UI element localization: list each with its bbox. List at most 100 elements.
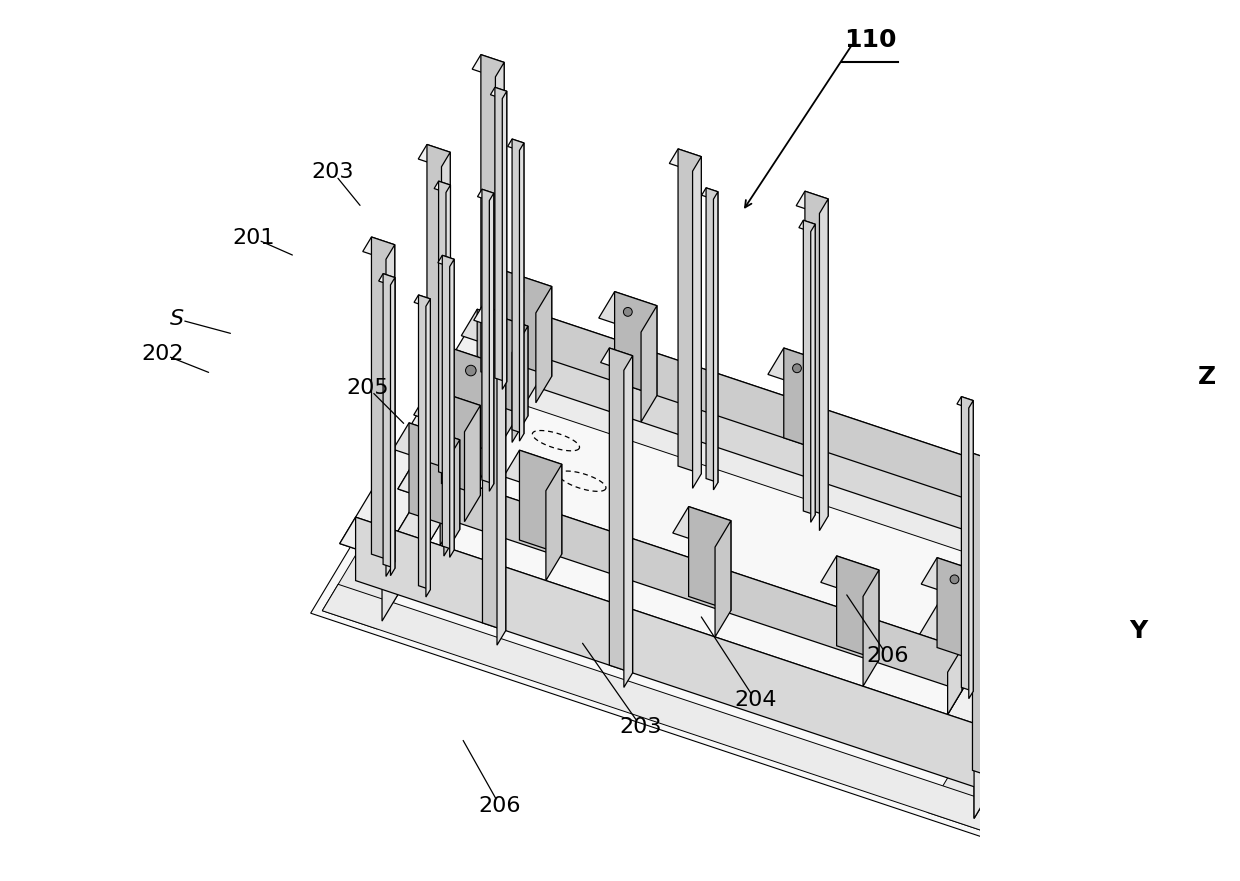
Polygon shape	[322, 357, 529, 629]
Polygon shape	[600, 348, 632, 370]
Polygon shape	[340, 517, 990, 755]
Polygon shape	[1097, 276, 1107, 608]
Polygon shape	[688, 507, 730, 611]
Polygon shape	[609, 348, 632, 673]
Polygon shape	[443, 255, 454, 550]
Text: 206: 206	[479, 796, 521, 816]
Polygon shape	[481, 55, 505, 380]
Polygon shape	[429, 389, 480, 495]
Polygon shape	[425, 299, 430, 597]
Polygon shape	[412, 465, 962, 691]
Text: 201: 201	[232, 228, 274, 248]
Polygon shape	[418, 144, 450, 167]
Polygon shape	[372, 237, 394, 562]
Polygon shape	[947, 648, 962, 714]
Polygon shape	[503, 450, 562, 491]
Polygon shape	[977, 465, 1043, 508]
Text: 110: 110	[844, 27, 897, 52]
Text: S: S	[170, 309, 184, 329]
Polygon shape	[810, 362, 826, 478]
Polygon shape	[414, 295, 430, 307]
Text: 205: 205	[347, 378, 389, 397]
Polygon shape	[1024, 308, 1029, 606]
Polygon shape	[461, 309, 528, 352]
Polygon shape	[311, 349, 1146, 839]
Circle shape	[422, 440, 432, 450]
Circle shape	[950, 575, 959, 584]
Polygon shape	[702, 188, 718, 199]
Polygon shape	[768, 348, 826, 389]
Polygon shape	[931, 503, 1117, 755]
Polygon shape	[937, 558, 988, 664]
Polygon shape	[1075, 268, 1107, 291]
Polygon shape	[811, 224, 815, 522]
Polygon shape	[466, 306, 1117, 544]
Polygon shape	[322, 584, 998, 831]
Polygon shape	[947, 487, 1059, 714]
Polygon shape	[465, 405, 480, 522]
Polygon shape	[1019, 360, 1052, 383]
Polygon shape	[477, 189, 494, 201]
Polygon shape	[987, 574, 1146, 860]
Polygon shape	[1075, 503, 1117, 581]
Polygon shape	[419, 295, 430, 589]
Polygon shape	[796, 191, 828, 213]
Polygon shape	[1028, 482, 1043, 598]
Polygon shape	[992, 465, 1043, 572]
Polygon shape	[520, 143, 525, 441]
Polygon shape	[434, 181, 450, 192]
Circle shape	[1006, 483, 1014, 492]
Polygon shape	[482, 306, 506, 631]
Polygon shape	[905, 473, 1059, 672]
Polygon shape	[599, 292, 657, 332]
Text: Z: Z	[1198, 365, 1215, 389]
Polygon shape	[821, 556, 879, 596]
Polygon shape	[928, 559, 1135, 831]
Polygon shape	[863, 570, 879, 686]
Polygon shape	[490, 193, 494, 492]
Polygon shape	[693, 157, 702, 488]
Polygon shape	[474, 306, 506, 328]
Polygon shape	[441, 152, 450, 484]
Polygon shape	[837, 556, 879, 660]
Polygon shape	[363, 237, 394, 259]
Polygon shape	[378, 274, 394, 285]
Polygon shape	[1012, 304, 1029, 315]
Polygon shape	[438, 255, 454, 267]
Polygon shape	[1044, 487, 1059, 553]
Polygon shape	[1084, 268, 1107, 593]
Polygon shape	[975, 517, 1117, 818]
Circle shape	[513, 286, 523, 297]
Polygon shape	[546, 464, 562, 581]
Polygon shape	[673, 507, 730, 547]
Polygon shape	[502, 92, 507, 389]
Polygon shape	[427, 144, 450, 470]
Polygon shape	[482, 306, 1117, 581]
Polygon shape	[482, 306, 525, 383]
Polygon shape	[477, 309, 528, 416]
Polygon shape	[961, 396, 973, 692]
Polygon shape	[820, 199, 828, 530]
Polygon shape	[713, 192, 718, 490]
Polygon shape	[987, 461, 996, 793]
Polygon shape	[508, 304, 552, 360]
Polygon shape	[340, 306, 525, 558]
Polygon shape	[489, 366, 505, 482]
Polygon shape	[957, 396, 973, 408]
Polygon shape	[495, 87, 507, 382]
Polygon shape	[482, 189, 494, 484]
Polygon shape	[799, 220, 815, 232]
Polygon shape	[624, 356, 632, 687]
Text: 206: 206	[867, 647, 909, 666]
Polygon shape	[921, 558, 988, 601]
Polygon shape	[536, 286, 552, 403]
Polygon shape	[472, 55, 505, 77]
Polygon shape	[670, 149, 702, 171]
Polygon shape	[1017, 304, 1029, 599]
Circle shape	[490, 326, 500, 337]
Text: 204: 204	[734, 691, 776, 710]
Polygon shape	[615, 292, 657, 396]
Polygon shape	[1043, 368, 1052, 700]
Polygon shape	[393, 423, 460, 466]
Polygon shape	[508, 304, 1059, 529]
